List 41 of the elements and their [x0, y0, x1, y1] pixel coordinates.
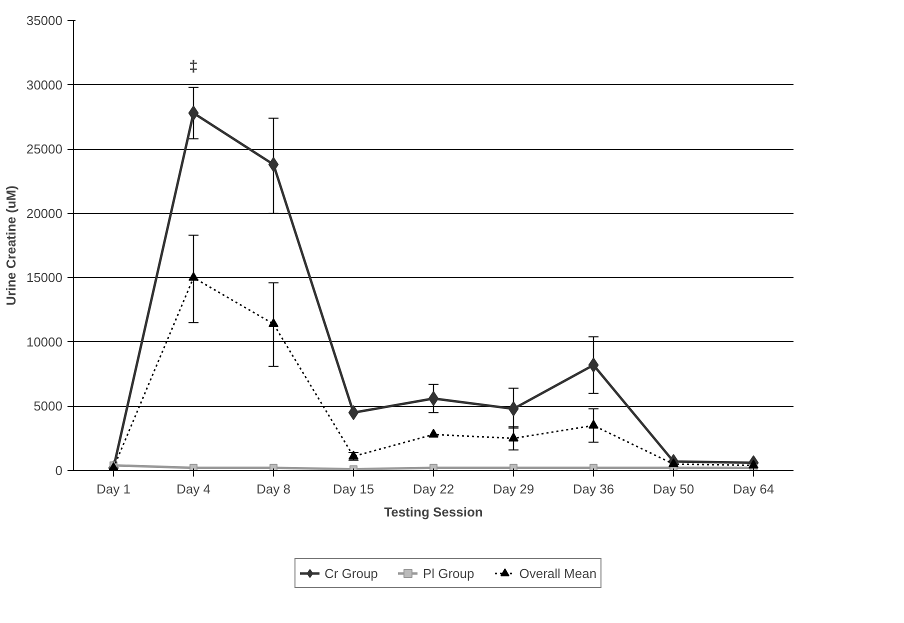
- x-tick-label: Day 15: [332, 482, 374, 496]
- point: [268, 157, 279, 172]
- x-tick-label: Day 36: [572, 482, 614, 496]
- point: [428, 391, 439, 406]
- y-tick-label: 35000: [26, 13, 63, 28]
- point: [508, 401, 519, 416]
- point: [188, 106, 199, 121]
- point: [510, 464, 518, 470]
- point: [430, 464, 438, 470]
- point: [668, 458, 678, 468]
- point: [190, 464, 198, 470]
- legend-label: Overall Mean: [519, 566, 597, 580]
- y-tick-label: 15000: [26, 270, 63, 286]
- x-tick-label: Day 64: [732, 482, 774, 496]
- x-tick-label: Day 29: [492, 482, 534, 496]
- point: [588, 420, 598, 429]
- y-tick-label: 0: [55, 463, 63, 478]
- point: [348, 405, 359, 420]
- y-tick-label: 5000: [34, 398, 62, 414]
- y-tick-label: 10000: [26, 334, 63, 350]
- x-tick-label: Day 1: [96, 482, 130, 496]
- legend-label: Cr Group: [324, 566, 378, 580]
- x-tick-label: Day 4: [176, 482, 210, 496]
- point: [270, 464, 278, 470]
- legend-label: Pl Group: [422, 566, 474, 580]
- point: [590, 464, 598, 470]
- point: [268, 318, 278, 328]
- point: [428, 428, 438, 438]
- y-tick-label: 20000: [26, 206, 63, 221]
- x-axis-title: Testing Session: [384, 504, 483, 520]
- x-tick-label: Day 8: [256, 482, 290, 496]
- point: [188, 272, 198, 281]
- y-axis-title: Urine Creatine (uM): [3, 186, 18, 306]
- point: [748, 460, 758, 468]
- point: [508, 432, 518, 442]
- x-tick-label: Day 50: [652, 482, 694, 496]
- point: [588, 358, 599, 373]
- y-tick-label: 30000: [26, 77, 63, 92]
- x-tick-label: Day 22: [412, 482, 454, 496]
- y-tick-label: 25000: [26, 142, 63, 157]
- annotation: ‡: [189, 58, 198, 76]
